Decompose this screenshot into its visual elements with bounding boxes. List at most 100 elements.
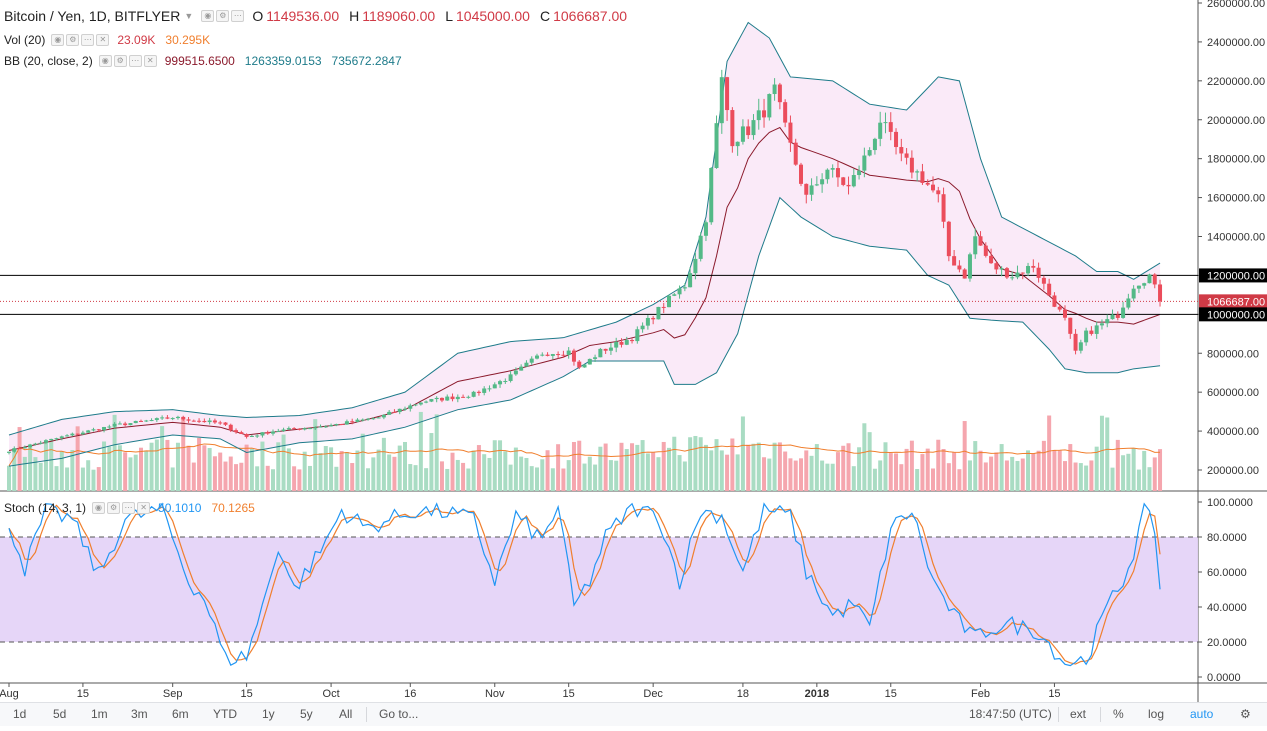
candle-body <box>809 185 814 195</box>
volume-bar <box>820 460 825 491</box>
settings-icon[interactable]: ⚙ <box>66 34 80 46</box>
range-3m-button[interactable]: 3m <box>131 707 148 721</box>
volume-bar <box>767 458 772 491</box>
symbol-caret-icon[interactable]: ▼ <box>184 11 194 21</box>
more-icon[interactable]: ⋯ <box>128 55 142 67</box>
candle-body <box>1094 325 1099 334</box>
more-icon[interactable]: ⋯ <box>231 10 245 22</box>
candle-body <box>265 432 270 434</box>
eye-icon[interactable]: ◉ <box>51 34 65 46</box>
volume-bar <box>38 462 43 491</box>
stoch-band-fill <box>0 537 1198 642</box>
candle-body <box>651 317 656 320</box>
candle-body <box>28 444 33 448</box>
volume-bar <box>418 411 423 491</box>
auto-button[interactable]: auto <box>1190 707 1214 721</box>
candle-body <box>888 122 893 132</box>
volume-bar <box>339 451 344 491</box>
range-ytd-button[interactable]: YTD <box>213 707 237 721</box>
candle-body <box>619 341 624 345</box>
range-5d-button[interactable]: 5d <box>53 707 67 721</box>
volume-bar <box>1089 460 1094 491</box>
volume-bar <box>682 461 687 491</box>
candle-body <box>1131 288 1136 299</box>
bb-upper-value: 1263359.0153 <box>244 54 322 68</box>
volume-bar <box>667 447 671 491</box>
volume-bar <box>661 441 666 491</box>
candle-body <box>197 420 202 422</box>
candle-body <box>899 147 904 154</box>
candle-body <box>614 341 619 348</box>
range-1y-button[interactable]: 1y <box>262 707 275 721</box>
volume-bar <box>994 452 999 491</box>
price-badge <box>1199 307 1267 322</box>
volume-bar <box>1020 458 1025 491</box>
volume-bar <box>91 469 96 491</box>
volume-bar <box>830 463 835 491</box>
settings-icon[interactable]: ⚙ <box>113 55 127 67</box>
candle-body <box>186 419 191 421</box>
more-icon[interactable]: ⋯ <box>122 502 136 514</box>
candle-body <box>630 340 635 342</box>
candle-body <box>767 94 772 118</box>
volume-bar <box>366 468 371 491</box>
close-label: C <box>539 8 551 24</box>
volume-bar <box>735 454 740 491</box>
range-6m-button[interactable]: 6m <box>172 707 189 721</box>
candle-body <box>999 268 1004 270</box>
more-icon[interactable]: ⋯ <box>81 34 95 46</box>
bottom-toolbar: 1d 5d 1m 3m 6m YTD 1y 5y All Go to... 18… <box>0 702 1267 726</box>
volume-bar <box>1010 456 1015 491</box>
candle-body <box>777 84 782 103</box>
settings-icon[interactable]: ⚙ <box>107 502 121 514</box>
candle-body <box>788 122 793 143</box>
goto-button[interactable]: Go to... <box>379 707 419 721</box>
bb-basis-line <box>8 126 1161 452</box>
stoch-controls: ◉ ⚙ ⋯ ✕ <box>92 502 151 514</box>
eye-icon[interactable]: ◉ <box>98 55 112 67</box>
candle-body <box>762 110 767 118</box>
volume-bar <box>223 461 228 491</box>
volume-bar <box>1084 465 1089 491</box>
close-icon[interactable]: ✕ <box>96 34 110 46</box>
eye-icon[interactable]: ◉ <box>92 502 106 514</box>
log-button[interactable]: log <box>1148 707 1165 721</box>
volume-bar <box>218 452 223 491</box>
volume-bar <box>102 441 107 491</box>
time-tick-label: 16 <box>404 688 416 700</box>
candle-body <box>1089 330 1094 334</box>
close-icon[interactable]: ✕ <box>143 55 157 67</box>
range-1d-button[interactable]: 1d <box>13 707 27 721</box>
eye-icon[interactable]: ◉ <box>201 10 215 22</box>
volume-bar <box>709 450 714 491</box>
candle-body <box>498 381 503 385</box>
candle-body <box>593 357 598 359</box>
close-icon[interactable]: ✕ <box>137 502 151 514</box>
volume-bar <box>334 466 339 491</box>
open-value: 1149536.00 <box>266 8 340 24</box>
price-tick-label: 1600000.00 <box>1207 193 1265 205</box>
volume-bar <box>160 426 165 491</box>
ext-button[interactable]: ext <box>1070 707 1087 721</box>
range-5y-button[interactable]: 5y <box>300 707 313 721</box>
settings-icon[interactable]: ⚙ <box>1240 707 1251 721</box>
bb-label: BB (20, close, 2) <box>4 54 93 68</box>
range-1m-button[interactable]: 1m <box>91 707 108 721</box>
bb-legend: BB (20, close, 2) ◉ ⚙ ⋯ ✕ 999515.6500 12633… <box>4 54 412 68</box>
time-tick-label: Aug <box>0 688 19 700</box>
candle-body <box>160 417 165 419</box>
settings-icon[interactable]: ⚙ <box>216 10 230 22</box>
percent-button[interactable]: % <box>1113 707 1124 721</box>
candle-body <box>139 420 143 422</box>
candle-body <box>740 126 745 142</box>
volume-bar <box>197 437 202 491</box>
range-all-button[interactable]: All <box>339 707 353 721</box>
volume-bar <box>1152 457 1157 491</box>
high-label: H <box>349 8 360 24</box>
volume-bar <box>260 441 265 491</box>
volume-bar <box>318 453 323 491</box>
volume-bar <box>1036 450 1041 491</box>
volume-bar <box>577 440 582 491</box>
